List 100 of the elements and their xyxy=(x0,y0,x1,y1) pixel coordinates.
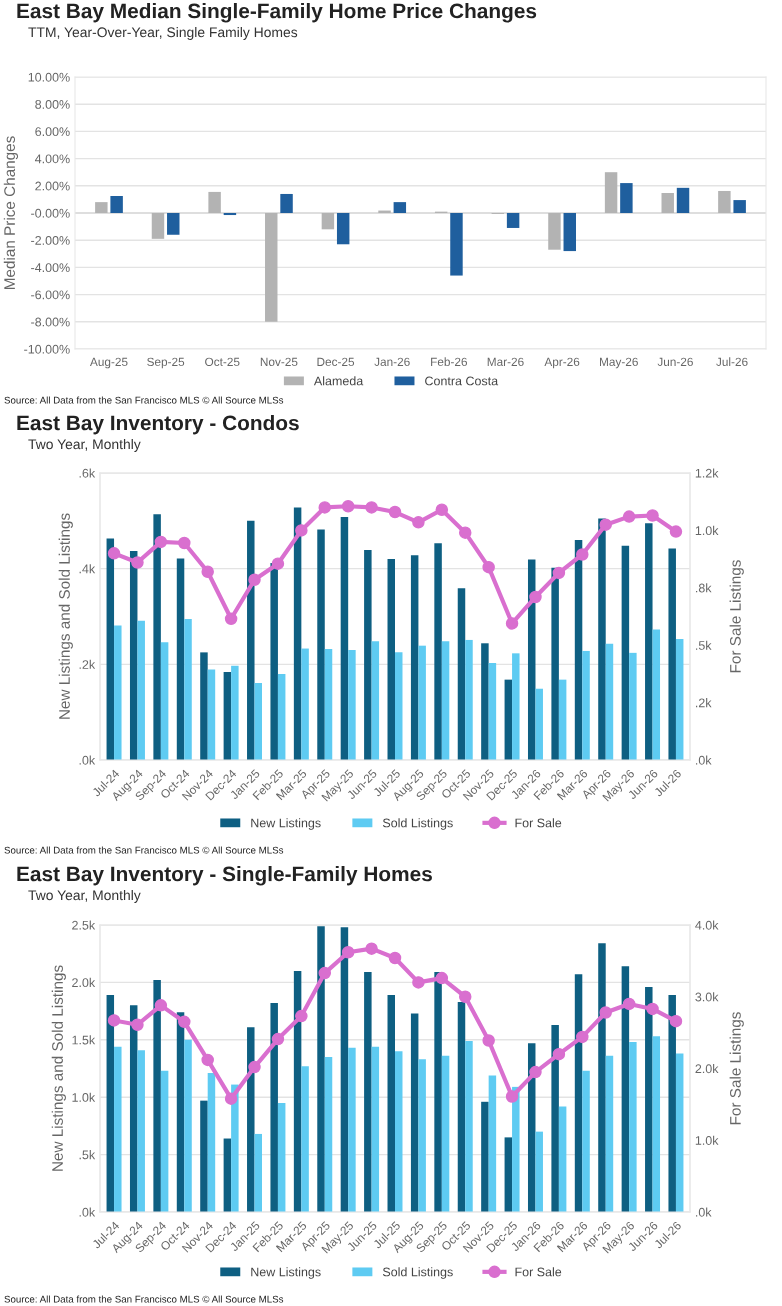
bar xyxy=(504,1137,513,1212)
bar xyxy=(200,1100,208,1212)
y-tick-label: 1.5k xyxy=(72,1035,96,1045)
bar xyxy=(301,648,309,760)
y-tick-label: 6.00% xyxy=(35,127,70,137)
point xyxy=(201,1053,214,1067)
bar xyxy=(231,1084,239,1212)
bar xyxy=(371,1046,380,1212)
bar xyxy=(247,520,255,760)
bar xyxy=(548,213,561,250)
point xyxy=(646,509,659,522)
point xyxy=(131,1018,144,1031)
chart-title: East Bay Inventory - Condos xyxy=(17,415,299,435)
bar xyxy=(645,986,653,1212)
x-tick-label: Aug-25 xyxy=(89,357,128,369)
bar xyxy=(280,193,293,213)
legend-label: For Sale xyxy=(515,1267,562,1277)
x-tick-label: Apr-26 xyxy=(544,357,580,369)
point xyxy=(365,942,378,955)
bar xyxy=(441,1055,450,1212)
y2-tick-label: 1.2k xyxy=(695,468,719,478)
point xyxy=(529,590,542,604)
point xyxy=(412,976,425,989)
bar xyxy=(645,523,653,760)
x-tick-label: Sep-25 xyxy=(147,357,185,369)
bar xyxy=(582,650,590,760)
bar xyxy=(504,679,513,760)
x-tick-label: Feb-26 xyxy=(431,357,468,366)
legend-label: Sold Listings xyxy=(382,1267,453,1279)
y-axis-title: New Listings and Sold Listings xyxy=(58,513,73,719)
bar xyxy=(621,966,630,1212)
bar xyxy=(410,555,419,760)
bar xyxy=(317,529,325,760)
y-tick-label: .4k xyxy=(79,564,96,574)
point xyxy=(295,1009,308,1023)
y2-tick-label: .8k xyxy=(696,583,712,593)
y-tick-label: 2.00% xyxy=(35,181,70,191)
point xyxy=(669,525,683,538)
source-note: Source: All Data from the San Francisco MLS © All Source MLSs xyxy=(4,396,284,404)
point xyxy=(646,1002,659,1016)
bar xyxy=(418,645,426,760)
point xyxy=(271,1032,285,1046)
y-tick-label: 2.0k xyxy=(72,977,96,988)
point xyxy=(552,1047,566,1061)
bar xyxy=(418,1059,426,1212)
point xyxy=(295,524,308,537)
y2-tick-label: 2.0k xyxy=(695,1063,719,1074)
bar xyxy=(254,1133,263,1212)
bar xyxy=(629,652,637,760)
bar xyxy=(652,629,661,760)
bar xyxy=(598,518,606,760)
point xyxy=(107,1014,121,1027)
x-tick-label: Jun-26 xyxy=(657,357,693,366)
y-tick-label: .5k xyxy=(79,1150,96,1160)
y-tick-label: 4.00% xyxy=(34,154,70,164)
bar xyxy=(153,514,161,760)
bar xyxy=(176,558,185,760)
source-note: Source: All Data from the San Francisco MLS © All Source MLSs xyxy=(4,1295,284,1303)
y-tick-label: 1.0k xyxy=(72,1092,96,1102)
point xyxy=(576,548,589,561)
point xyxy=(458,990,472,1004)
bar xyxy=(652,1036,661,1212)
bar xyxy=(598,943,606,1212)
bar xyxy=(321,213,335,230)
point xyxy=(131,556,144,569)
y2-tick-label: .0k xyxy=(696,755,712,765)
point xyxy=(622,997,636,1011)
y-tick-label: -6.00% xyxy=(31,290,70,300)
point xyxy=(669,1014,683,1028)
chart-subtitle: Two Year, Monthly xyxy=(28,890,141,903)
bar xyxy=(661,193,674,213)
point xyxy=(178,1015,191,1029)
bar xyxy=(621,545,630,760)
bar xyxy=(629,1042,637,1212)
y2-tick-label: .0k xyxy=(696,1207,712,1217)
bar xyxy=(395,652,403,760)
y-tick-label: 2.5k xyxy=(72,920,96,930)
y-axis-title: Median Price Changes xyxy=(3,136,19,290)
bar xyxy=(434,972,442,1212)
chart-subtitle: TTM, Year-Over-Year, Single Family Homes xyxy=(28,27,298,40)
y-tick-label: .2k xyxy=(79,659,96,669)
bar xyxy=(668,548,676,760)
y-tick-label: -8.00% xyxy=(31,317,70,327)
legend-label: Sold Listings xyxy=(382,818,453,830)
x-tick-label: Dec-25 xyxy=(317,357,355,366)
bar xyxy=(481,1101,489,1212)
y2-tick-label: .5k xyxy=(696,640,712,650)
point xyxy=(599,518,612,531)
legend-label: Contra Costa xyxy=(425,376,499,386)
bar xyxy=(488,1075,497,1212)
chart-subtitle: Two Year, Monthly xyxy=(28,439,141,452)
y-tick-label: .0k xyxy=(79,1207,96,1217)
point xyxy=(458,526,472,539)
bar xyxy=(114,625,122,760)
point xyxy=(341,946,355,959)
bar xyxy=(506,213,520,228)
point xyxy=(248,1060,261,1074)
bar xyxy=(208,191,221,213)
bar xyxy=(675,1053,684,1212)
point xyxy=(505,617,519,630)
